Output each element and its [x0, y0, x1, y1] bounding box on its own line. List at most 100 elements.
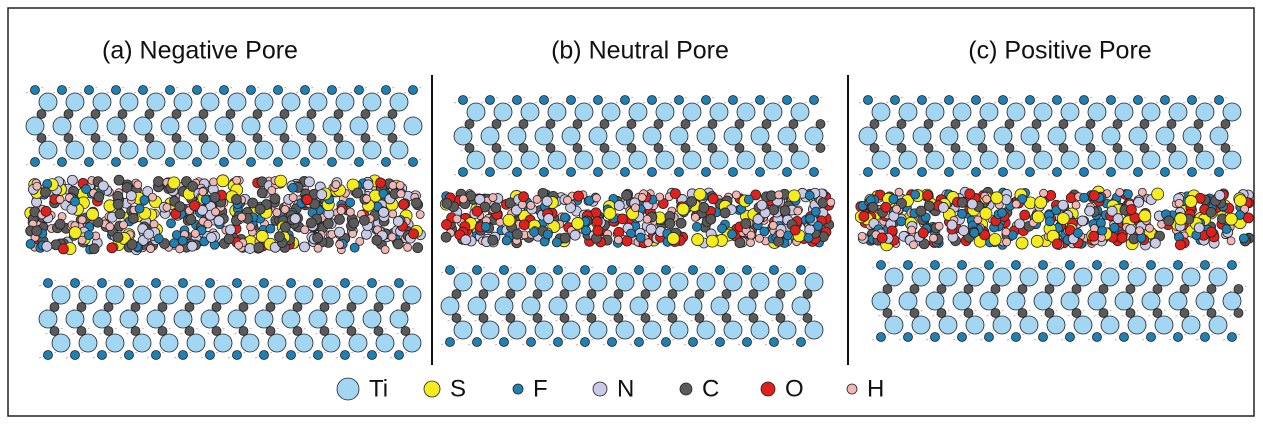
atom	[692, 221, 702, 232]
atom	[41, 240, 53, 252]
atom	[1017, 308, 1028, 318]
atom	[512, 167, 522, 177]
atom	[254, 140, 274, 160]
atom	[520, 150, 540, 170]
atom	[334, 226, 345, 238]
atom	[292, 326, 303, 336]
atom	[626, 119, 637, 129]
atom	[526, 337, 536, 347]
atom	[105, 222, 115, 232]
atom	[153, 176, 164, 187]
atom	[1168, 102, 1188, 122]
atom	[173, 309, 193, 329]
atom	[1160, 95, 1170, 105]
atom	[569, 229, 581, 241]
atom	[750, 126, 770, 146]
atom	[403, 242, 413, 252]
atom	[642, 214, 652, 224]
atom	[362, 309, 382, 329]
atom	[1146, 260, 1156, 270]
atom	[445, 337, 455, 347]
atom	[1017, 284, 1028, 294]
atom	[378, 206, 389, 218]
atom	[683, 296, 703, 316]
atom	[682, 102, 702, 122]
atom	[543, 213, 555, 225]
atom	[707, 143, 718, 153]
atom	[171, 109, 182, 119]
atom	[286, 278, 296, 288]
atom	[256, 187, 268, 199]
atom	[748, 289, 759, 299]
atom	[620, 95, 630, 105]
atom	[464, 143, 475, 153]
atom	[602, 296, 622, 316]
atom	[1154, 267, 1174, 287]
atom	[360, 109, 371, 119]
atom	[367, 278, 377, 288]
atom	[466, 150, 486, 170]
atom	[321, 333, 341, 353]
atom	[354, 157, 364, 167]
atom	[139, 195, 150, 205]
atom	[1195, 150, 1215, 170]
atom	[362, 179, 374, 191]
atom	[977, 143, 988, 153]
atom	[84, 85, 94, 95]
atom	[478, 313, 489, 323]
atom	[763, 150, 783, 170]
atom	[890, 167, 900, 177]
atom	[319, 302, 330, 312]
atom	[265, 223, 276, 234]
atom	[676, 202, 690, 216]
atom	[979, 102, 999, 122]
atom	[631, 203, 640, 213]
atom	[1193, 119, 1204, 129]
atom	[520, 102, 540, 122]
atom	[1011, 260, 1021, 270]
atom	[79, 116, 99, 136]
atom	[777, 126, 797, 146]
atom	[815, 119, 826, 129]
atom	[505, 313, 516, 323]
atom	[965, 267, 985, 287]
atom	[375, 333, 395, 353]
atom	[185, 214, 197, 225]
atom	[335, 92, 355, 112]
atom	[790, 102, 810, 122]
atom	[84, 157, 94, 167]
atom	[634, 265, 644, 275]
atom	[1138, 209, 1152, 223]
atom	[998, 167, 1008, 177]
atom	[133, 116, 153, 136]
atom	[756, 199, 768, 211]
atom	[793, 206, 803, 216]
atom	[491, 143, 502, 153]
atom	[1220, 143, 1231, 153]
atom	[336, 206, 346, 215]
atom	[617, 213, 628, 225]
atom	[1141, 291, 1161, 311]
atom	[493, 102, 513, 122]
atom	[894, 187, 904, 197]
atom	[345, 197, 356, 208]
atom	[268, 116, 288, 136]
atom	[200, 140, 220, 160]
atom	[340, 278, 350, 288]
atom	[1125, 204, 1137, 215]
atom	[127, 213, 139, 224]
atom	[957, 208, 967, 219]
atom	[572, 119, 583, 129]
atom	[49, 326, 60, 336]
atom	[478, 289, 489, 299]
atom	[884, 315, 904, 335]
atom	[1112, 143, 1123, 153]
atom	[755, 95, 765, 105]
atom	[97, 180, 109, 192]
atom	[969, 227, 980, 238]
atom	[1038, 332, 1048, 342]
atom	[607, 337, 617, 347]
atom	[740, 218, 752, 229]
atom	[782, 167, 792, 177]
legend-label: N	[617, 375, 634, 402]
